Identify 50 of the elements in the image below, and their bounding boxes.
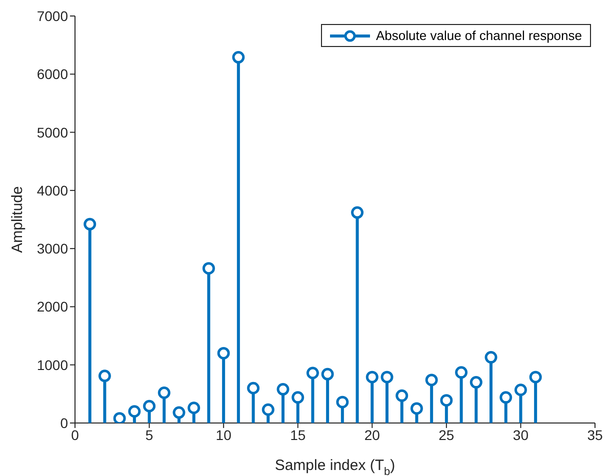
point: [425, 374, 438, 386]
y-tick-label: 7000: [36, 8, 68, 24]
point: [410, 402, 423, 415]
y-tick-label: 2000: [36, 298, 68, 315]
point: [292, 391, 304, 404]
point: [336, 396, 349, 408]
point: [262, 403, 274, 416]
point: [529, 370, 542, 384]
point: [158, 386, 170, 400]
x-tick-label: 25: [438, 426, 454, 443]
x-tick-label: 15: [290, 426, 306, 443]
y-tick-label: 3000: [36, 240, 68, 257]
x-tick-label: 35: [587, 426, 603, 443]
point: [455, 366, 468, 379]
point: [440, 394, 453, 407]
y-tick-label: 6000: [36, 66, 68, 82]
point: [366, 370, 378, 384]
x-tick-label: 0: [71, 426, 80, 443]
point: [484, 351, 498, 364]
point: [113, 412, 126, 423]
x-axis-title: Sample index (T$_{b}$): [274, 457, 396, 476]
point: [514, 384, 527, 396]
point: [380, 370, 394, 384]
point: [276, 383, 290, 396]
point: [321, 368, 334, 380]
y-tick-label: 5000: [36, 124, 68, 140]
point: [470, 376, 482, 389]
point: [217, 346, 230, 360]
legend-label: Absolute value of channel response: [376, 28, 582, 43]
y-tick-label: 1000: [36, 356, 68, 373]
point: [98, 370, 111, 382]
point: [128, 405, 141, 418]
x-tick-label: 20: [364, 426, 380, 443]
point: [172, 406, 186, 419]
y-axis-title: Amplitude: [9, 186, 26, 253]
x-tick-label: 10: [216, 426, 232, 443]
x-tick-label: 30: [512, 426, 529, 443]
point: [188, 402, 200, 414]
point: [500, 391, 512, 404]
point: [396, 389, 408, 402]
point: [232, 51, 245, 64]
point: [143, 400, 156, 412]
point: [306, 366, 319, 380]
point: [202, 262, 215, 275]
point: [351, 206, 364, 219]
y-tick-label: 4000: [36, 182, 68, 198]
x-tick-label: 5: [145, 426, 154, 443]
point: [84, 218, 96, 230]
point: [247, 382, 260, 394]
y-tick-label: 0: [60, 414, 68, 431]
